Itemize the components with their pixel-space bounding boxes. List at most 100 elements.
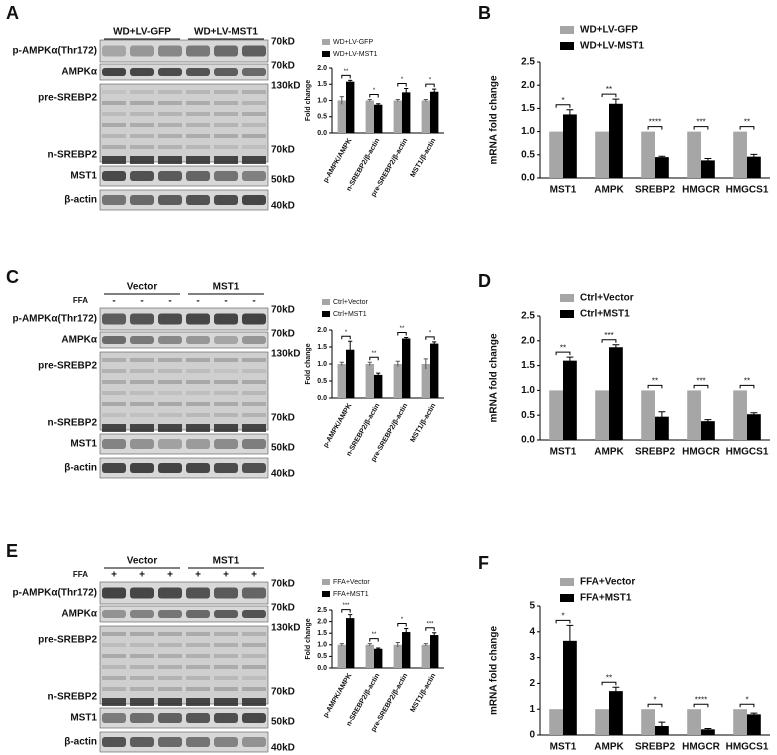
error-bar: [432, 341, 437, 346]
band: [130, 156, 154, 164]
blot-strip: [99, 331, 269, 349]
band: [214, 439, 238, 449]
band: [158, 156, 182, 164]
band: [158, 676, 182, 680]
band: [130, 195, 154, 205]
band: [130, 171, 154, 181]
bar: [337, 100, 346, 133]
band: [242, 463, 266, 473]
band: [242, 402, 266, 406]
size-marker: 50kD: [271, 175, 295, 186]
row-label: β-actin: [64, 463, 97, 474]
band: [242, 610, 266, 618]
group-label: Vector: [127, 556, 158, 567]
y-tick-label: 0.5: [521, 410, 535, 421]
error-bar: [704, 419, 712, 423]
sign: +: [139, 570, 145, 581]
band: [186, 358, 210, 362]
band: [186, 391, 210, 395]
bar: [747, 156, 761, 178]
bar: [402, 338, 411, 398]
sign: +: [195, 570, 201, 581]
error-bar: [367, 643, 372, 646]
band: [130, 313, 154, 325]
band: [186, 587, 210, 599]
bar: [701, 160, 715, 178]
row-label: MST1: [70, 713, 97, 724]
significance-label: ***: [342, 603, 350, 609]
band: [102, 698, 126, 706]
band: [158, 402, 182, 406]
legend-label: FFA+MST1: [333, 591, 369, 598]
bar: [365, 364, 374, 398]
bar: [609, 103, 623, 178]
bar: [549, 390, 563, 440]
bar: [549, 709, 563, 735]
legend-swatch: [322, 579, 330, 585]
size-marker: 50kD: [271, 717, 295, 728]
band: [130, 123, 154, 127]
band: [186, 134, 210, 138]
band: [158, 737, 182, 747]
band: [130, 676, 154, 680]
sign: +: [167, 570, 173, 581]
band: [186, 402, 210, 406]
band: [158, 134, 182, 138]
band: [130, 45, 154, 57]
x-tick-label: MST1/β-actin: [409, 137, 437, 178]
row-label: AMPKα: [61, 67, 97, 78]
error-bar: [404, 628, 409, 636]
bar: [346, 349, 355, 398]
row-label: β-actin: [64, 737, 97, 748]
bar: [421, 100, 430, 133]
band: [242, 587, 266, 599]
band: [158, 391, 182, 395]
x-tick-label: SREBP2: [635, 185, 675, 196]
band: [158, 413, 182, 417]
band: [158, 112, 182, 116]
band: [130, 380, 154, 384]
significance-label: *: [373, 88, 376, 94]
bar: [402, 92, 411, 133]
significance-label: **: [606, 673, 612, 682]
row-label: pre-SREBP2: [38, 635, 97, 646]
size-marker: 70kD: [271, 37, 295, 48]
band: [214, 369, 238, 373]
significance-label: ***: [696, 118, 705, 127]
error-bar: [658, 411, 666, 422]
significance-label: *: [561, 96, 564, 105]
band: [186, 156, 210, 164]
band: [102, 156, 126, 164]
bar: [430, 343, 439, 398]
error-bar: [348, 79, 353, 83]
row-label: β-actin: [64, 195, 97, 206]
band: [102, 101, 126, 105]
legend-swatch: [560, 578, 574, 586]
band: [102, 134, 126, 138]
y-axis-label: mRNA fold change: [489, 626, 500, 716]
bar: [430, 91, 439, 133]
band: [130, 713, 154, 723]
bar: [701, 729, 715, 735]
band: [102, 402, 126, 406]
band: [102, 336, 126, 344]
size-marker: 70kD: [271, 413, 295, 424]
significance-label: *: [345, 330, 348, 336]
row-label: MST1: [70, 171, 97, 182]
legend-swatch: [560, 594, 574, 602]
band: [242, 424, 266, 432]
bar: [687, 709, 701, 735]
band: [130, 643, 154, 647]
legend-swatch: [322, 591, 330, 597]
significance-bracket: [341, 74, 351, 79]
band: [102, 654, 126, 658]
bar: [549, 131, 563, 178]
band: [214, 313, 238, 325]
row-label: n-SREBP2: [48, 418, 98, 429]
band: [214, 101, 238, 105]
band: [130, 68, 154, 76]
significance-label: **: [606, 85, 612, 94]
band: [186, 68, 210, 76]
band: [130, 391, 154, 395]
band: [214, 402, 238, 406]
